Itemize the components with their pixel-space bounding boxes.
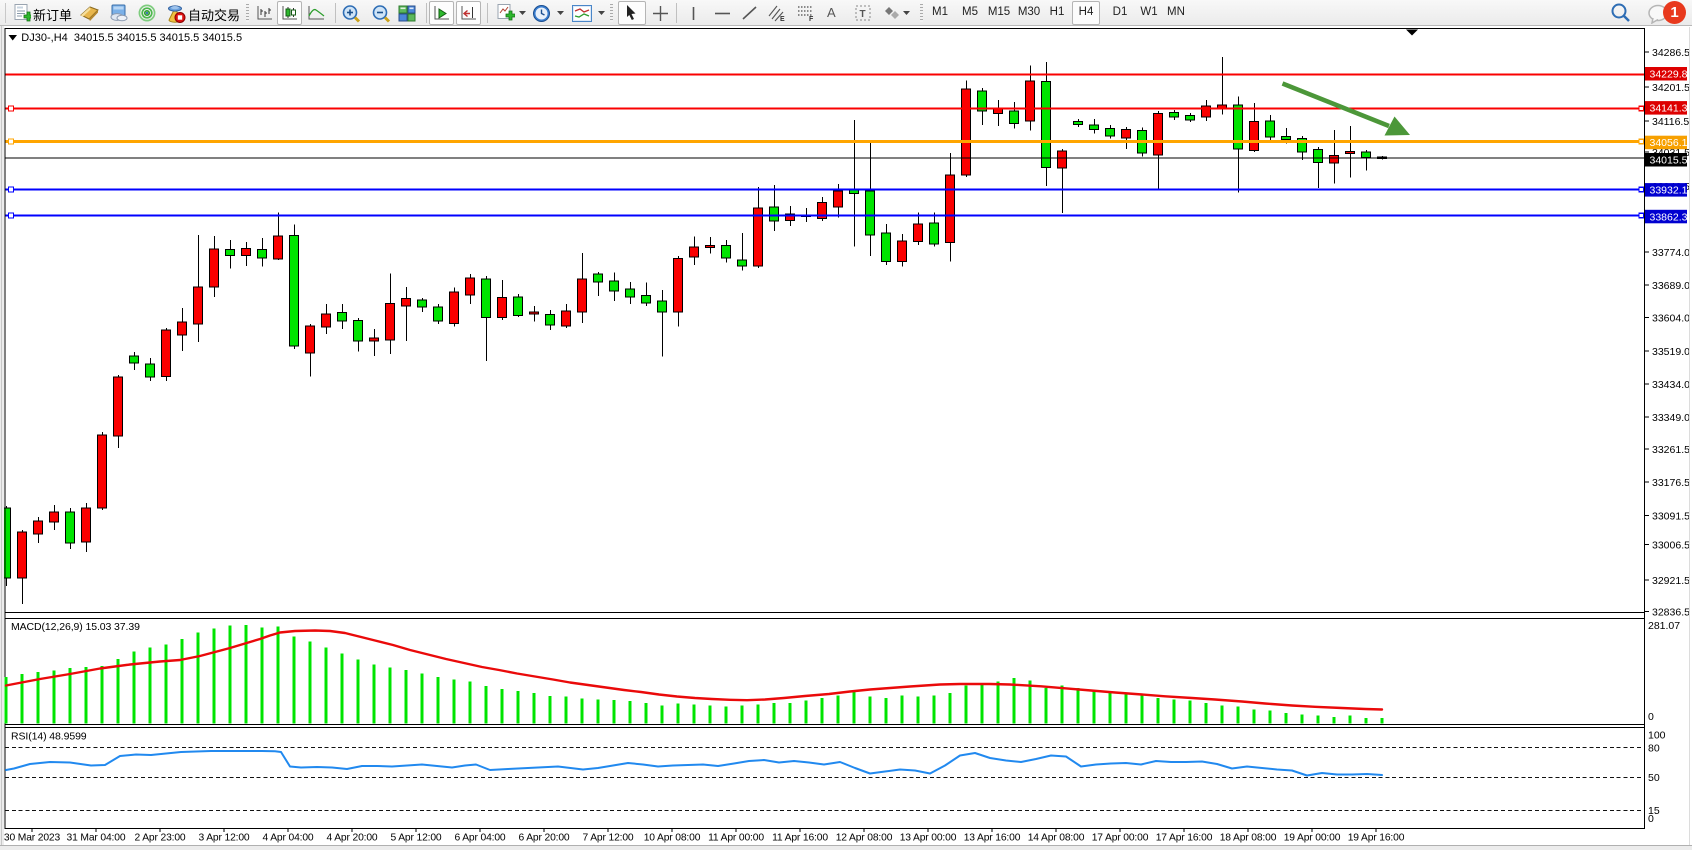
- svg-text:11 Apr 16:00: 11 Apr 16:00: [772, 833, 828, 844]
- svg-text:31 Mar 04:00: 31 Mar 04:00: [67, 833, 126, 844]
- svg-text:17 Apr 00:00: 17 Apr 00:00: [1092, 833, 1149, 844]
- svg-text:6 Apr 20:00: 6 Apr 20:00: [518, 833, 569, 844]
- svg-text:RSI(14) 48.9599: RSI(14) 48.9599: [11, 731, 87, 743]
- svg-text:33689.0: 33689.0: [1652, 280, 1690, 292]
- svg-text:34141.3: 34141.3: [1650, 103, 1688, 115]
- svg-text:33519.0: 33519.0: [1652, 346, 1690, 358]
- svg-text:0: 0: [1648, 711, 1654, 723]
- svg-text:14 Apr 08:00: 14 Apr 08:00: [1028, 833, 1085, 844]
- svg-text:34229.8: 34229.8: [1650, 69, 1688, 81]
- svg-text:33176.5: 33176.5: [1652, 477, 1690, 489]
- svg-text:17 Apr 16:00: 17 Apr 16:00: [1156, 833, 1213, 844]
- svg-text:MACD(12,26,9) 15.03 37.39: MACD(12,26,9) 15.03 37.39: [11, 621, 140, 633]
- svg-text:6 Apr 04:00: 6 Apr 04:00: [454, 833, 505, 844]
- svg-text:10 Apr 08:00: 10 Apr 08:00: [644, 833, 701, 844]
- svg-text:32836.5: 32836.5: [1652, 607, 1690, 619]
- svg-text:34056.1: 34056.1: [1650, 137, 1688, 149]
- svg-text:18 Apr 08:00: 18 Apr 08:00: [1220, 833, 1277, 844]
- svg-text:33261.5: 33261.5: [1652, 444, 1690, 456]
- svg-text:34116.5: 34116.5: [1652, 116, 1689, 128]
- svg-text:15: 15: [1648, 805, 1660, 817]
- svg-text:13 Apr 16:00: 13 Apr 16:00: [964, 833, 1021, 844]
- svg-text:50: 50: [1648, 772, 1660, 784]
- svg-text:3 Apr 12:00: 3 Apr 12:00: [198, 833, 249, 844]
- svg-text:33932.1: 33932.1: [1650, 185, 1688, 197]
- svg-text:100: 100: [1648, 730, 1666, 742]
- svg-text:12 Apr 08:00: 12 Apr 08:00: [836, 833, 893, 844]
- svg-text:33774.0: 33774.0: [1652, 247, 1690, 259]
- svg-text:30 Mar 2023: 30 Mar 2023: [4, 833, 61, 844]
- svg-text:19 Apr 16:00: 19 Apr 16:00: [1348, 833, 1405, 844]
- svg-text:281.07: 281.07: [1648, 620, 1680, 632]
- svg-text:33349.0: 33349.0: [1652, 412, 1690, 424]
- svg-text:19 Apr 00:00: 19 Apr 00:00: [1284, 833, 1341, 844]
- svg-text:34015.5: 34015.5: [1650, 155, 1688, 167]
- svg-text:0: 0: [1648, 813, 1654, 825]
- svg-text:T: T: [860, 9, 866, 20]
- svg-text:5 Apr 12:00: 5 Apr 12:00: [390, 833, 441, 844]
- svg-text:32921.5: 32921.5: [1652, 575, 1690, 587]
- svg-text:80: 80: [1648, 743, 1660, 755]
- svg-text:4 Apr 04:00: 4 Apr 04:00: [262, 833, 313, 844]
- svg-text:11 Apr 00:00: 11 Apr 00:00: [708, 833, 764, 844]
- svg-text:34201.5: 34201.5: [1652, 82, 1690, 94]
- svg-text:33006.5: 33006.5: [1652, 540, 1690, 552]
- svg-text:33862.3: 33862.3: [1650, 211, 1688, 223]
- svg-text:13 Apr 00:00: 13 Apr 00:00: [900, 833, 957, 844]
- svg-text:DJ30-,H4 34015.5 34015.5 3401: DJ30-,H4 34015.5 34015.5 34015.5 34015.5: [21, 32, 242, 44]
- svg-text:4 Apr 20:00: 4 Apr 20:00: [326, 833, 377, 844]
- svg-text:E: E: [780, 16, 785, 22]
- svg-text:33091.5: 33091.5: [1652, 511, 1690, 523]
- svg-text:F: F: [809, 16, 814, 22]
- svg-text:33434.0: 33434.0: [1652, 379, 1690, 391]
- svg-text:2 Apr 23:00: 2 Apr 23:00: [134, 833, 185, 844]
- svg-text:34286.5: 34286.5: [1652, 47, 1690, 59]
- svg-text:33604.0: 33604.0: [1652, 313, 1690, 325]
- svg-text:7 Apr 12:00: 7 Apr 12:00: [582, 833, 633, 844]
